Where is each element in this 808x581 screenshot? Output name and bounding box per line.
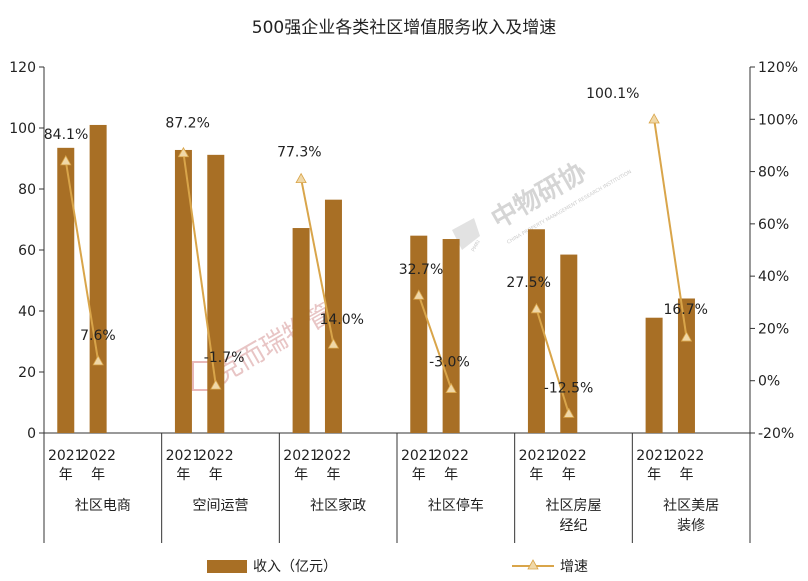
x-year-label: 2022 年 [316,448,352,483]
y-left-tick-label: 100 [9,121,36,137]
y-right-tick-label: 60% [758,217,789,233]
bar-2021 [174,149,192,433]
legend-marker-growth [527,559,539,570]
growth-data-label: 84.1% [44,127,88,143]
growth-point [445,382,457,393]
growth-data-label: 14.0% [319,312,363,328]
y-left-tick-label: 120 [9,60,36,76]
y-left-tick-label: 40 [18,304,36,320]
bar-2021 [292,228,310,433]
x-year-label: 2022 年 [198,448,234,483]
growth-line [60,113,693,418]
growth-point [177,146,190,158]
growth-line-segment [535,308,570,414]
x-year-label: 2021 年 [166,448,202,483]
y-left-tick-label: 20 [18,365,36,381]
growth-point [295,172,307,184]
x-category-label: 空间运营 [193,498,249,514]
bar-2022 [207,154,225,433]
growth-point [60,155,72,166]
bar-2022 [677,298,695,433]
x-category-label: 社区房屋经纪 [546,498,602,534]
growth-data-label: -3.0% [429,355,470,371]
growth-data-label: 27.5% [506,275,550,291]
bar-2021 [57,147,75,433]
bar-2022 [442,239,460,433]
y-left-tick-label: 0 [27,426,36,442]
y-right-tick-label: 120% [758,60,798,76]
y-left-tick-label: 80 [18,182,36,198]
y-left-tick-label: 60 [18,243,36,259]
growth-line-segment [417,294,453,389]
growth-line-segment [300,178,335,345]
legend-swatch-revenue [207,560,247,573]
x-year-label: 2021 年 [636,448,672,483]
growth-point [648,113,660,124]
growth-point [680,331,693,342]
growth-data-label: 100.1% [586,86,639,102]
y-right-tick-label: 100% [758,112,798,128]
chart-title: 500强企业各类社区增值服务收入及增速 [252,18,556,38]
legend: 收入（亿元） 增速 [207,559,588,575]
growth-line-segment [182,152,217,386]
y-right-tick-label: 20% [758,321,789,337]
growth-data-label: -12.5% [544,380,594,396]
bar-2021 [527,229,545,433]
legend-label-revenue: 收入（亿元） [253,559,337,575]
x-year-label: 2021 年 [48,448,84,483]
bar-2022 [560,254,578,433]
growth-data-label: 16.7% [663,302,707,318]
growth-data-label: -1.7% [204,350,245,366]
growth-data-label: 87.2% [165,116,209,132]
y-right-tick-label: -20% [758,426,794,442]
x-year-label: 2021 年 [519,448,555,483]
legend-label-growth: 增速 [560,559,588,575]
x-year-label: 2022 年 [669,448,705,483]
x-year-label: 2022 年 [433,448,469,483]
x-year-label: 2021 年 [283,448,319,483]
bar-2021 [410,235,428,433]
growth-point [327,338,340,349]
watermark-text-pmri: PMRI [471,239,482,253]
x-category-label: 社区电商 [75,498,131,514]
growth-data-label: 32.7% [399,262,443,278]
growth-point [530,302,543,314]
x-year-label: 2022 年 [551,448,587,483]
x-year-label: 2022 年 [80,448,116,483]
bar-2022 [89,124,107,433]
growth-point [413,289,425,300]
growth-data-label: 77.3% [277,145,321,161]
growth-line-segment [653,118,688,338]
y-right-tick-label: 40% [758,269,789,285]
axes: 0 20 40 60 80 100 120 -20% 0% 20% 40% 60% 80% 100% 120… [9,60,798,543]
bar-2022 [324,199,342,433]
x-category-label: 社区家政 [310,497,366,514]
growth-line-segment [64,160,100,362]
y-right-tick-label: 0% [758,374,780,390]
growth-point [92,355,104,366]
x-category-label: 社区美居装修 [663,498,719,534]
growth-point [210,379,222,390]
x-category-label: 社区停车 [428,497,484,514]
y-right-tick-label: 80% [758,165,789,181]
growth-data-label: 7.6% [80,328,116,344]
data-labels: 84.1% 7.6% 87.2% -1.7% 77.3% 14.0% 32.7% -3.0% 2… [44,86,708,396]
bars [57,124,695,433]
growth-point [563,407,575,418]
bar-2021 [645,317,663,433]
x-year-label: 2021 年 [401,448,437,483]
